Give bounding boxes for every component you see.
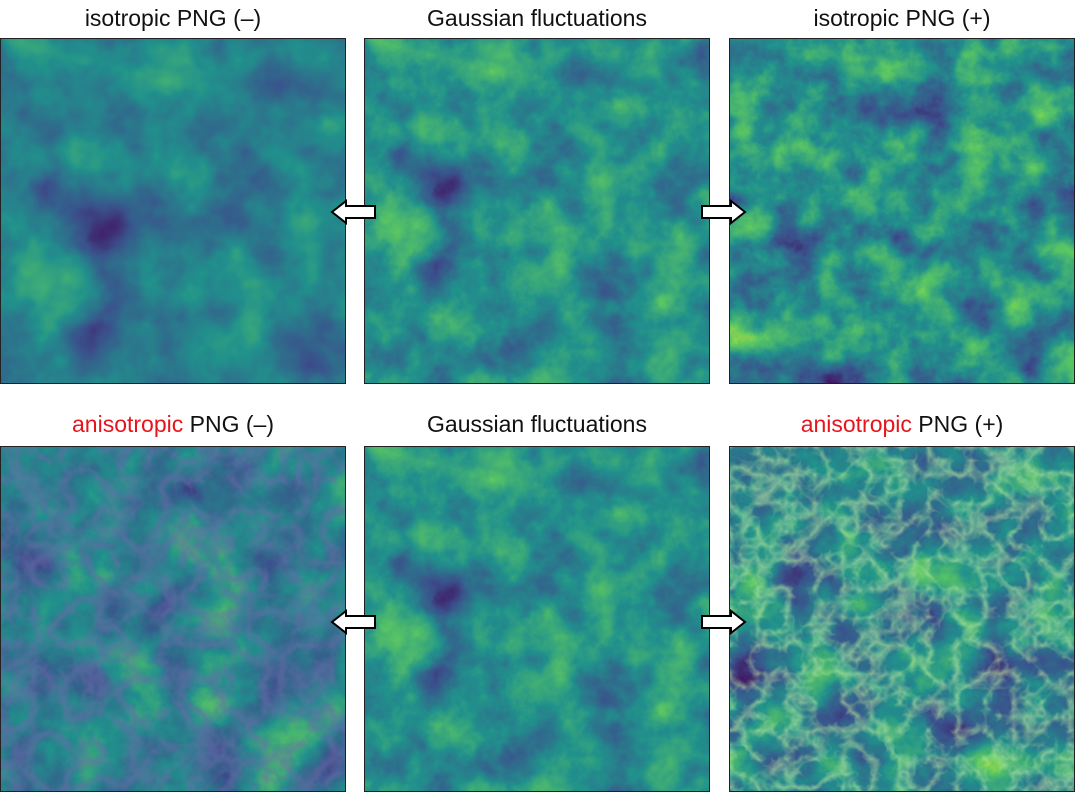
arrow-left-icon: [330, 609, 378, 635]
arrow-left-icon: [330, 199, 378, 225]
highlight-word: anisotropic: [800, 411, 912, 437]
panel-title-anisotropic-pos: anisotropic PNG (+): [800, 411, 1004, 437]
panel-title-isotropic-pos: isotropic PNG (+): [813, 5, 991, 31]
field-image-isotropic-neg: [0, 38, 346, 384]
field-image-isotropic-pos: [729, 38, 1075, 384]
field-image-gaussian-bottom: [364, 446, 710, 792]
highlight-word: anisotropic: [72, 411, 184, 437]
panel-title-gaussian-bottom: Gaussian fluctuations: [427, 411, 647, 437]
field-image-gaussian-top: [364, 38, 710, 384]
field-image-anisotropic-neg: [0, 446, 346, 792]
panel-title-gaussian-top: Gaussian fluctuations: [427, 5, 647, 31]
arrow-right-icon: [699, 199, 747, 225]
panel-title-isotropic-neg: isotropic PNG (–): [84, 5, 262, 31]
arrow-right-icon: [699, 609, 747, 635]
field-image-anisotropic-pos: [729, 446, 1075, 792]
panel-title-anisotropic-neg: anisotropic PNG (–): [72, 411, 274, 437]
